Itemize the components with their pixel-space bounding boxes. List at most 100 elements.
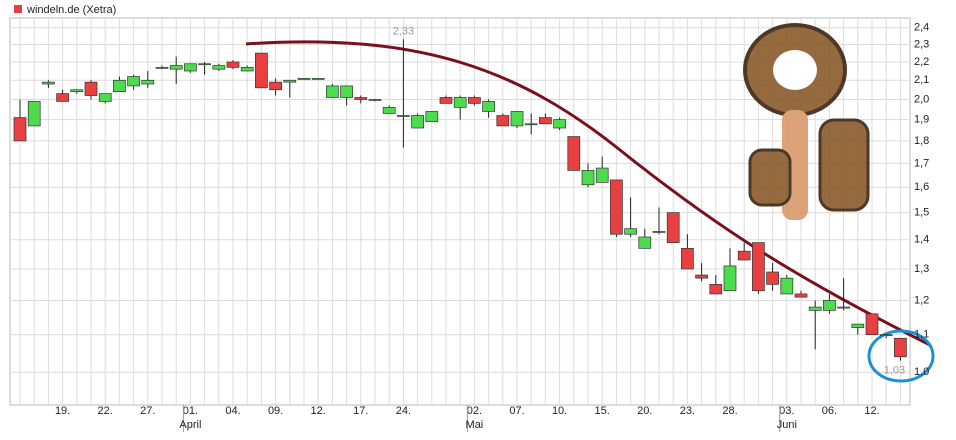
candle-body [581, 170, 595, 186]
candle-body [425, 111, 439, 123]
y-tick-label: 1,5 [914, 207, 929, 219]
illustration [743, 23, 870, 220]
y-tick-label: 1,0 [914, 366, 929, 378]
y-tick-label: 1,9 [914, 114, 929, 126]
x-tick-label: 20. [637, 405, 652, 417]
y-tick-label: 2,4 [914, 22, 929, 34]
candle-body [510, 111, 524, 127]
candle-body [709, 284, 723, 295]
x-tick-label: 03. [779, 405, 794, 417]
candle-body [155, 67, 169, 69]
chart-title: windeln.de (Xetra) [26, 4, 116, 16]
candle-body [482, 101, 495, 112]
month-label: April [179, 419, 201, 431]
x-tick-label: 27. [140, 405, 155, 417]
candle-body [624, 228, 637, 235]
x-tick-label: 01. [183, 405, 198, 417]
y-tick-label: 1,6 [914, 181, 929, 193]
y-tick-label: 2,3 [914, 38, 929, 50]
candle-body [808, 306, 822, 311]
candle-body [84, 81, 98, 96]
candle-body [127, 76, 140, 87]
candle-body [737, 250, 751, 261]
candle-body [411, 115, 424, 129]
x-tick-label: 07. [509, 405, 524, 417]
candle-body [113, 79, 126, 93]
candle-body [382, 107, 396, 114]
candle-body [496, 115, 510, 127]
candle-body [198, 63, 211, 66]
candle-body [453, 97, 467, 108]
candle-body [283, 79, 297, 83]
candle-body [297, 78, 311, 80]
candle-body [638, 236, 652, 249]
x-tick-label: 22. [98, 405, 113, 417]
candle-body [98, 93, 112, 102]
y-tick-label: 1,2 [914, 294, 929, 306]
y-tick-label: 1,1 [914, 329, 929, 341]
candle-body [595, 167, 609, 183]
y-tick-label: 2,2 [914, 56, 929, 68]
candle-body [766, 271, 779, 285]
x-tick-label: 12. [864, 405, 879, 417]
candle-body [823, 300, 836, 311]
candle-body [184, 63, 197, 72]
y-tick-label: 1,4 [914, 234, 929, 246]
y-tick-label: 1,3 [914, 263, 929, 275]
candle-body [468, 97, 481, 104]
candle-body [70, 89, 84, 93]
x-tick-label: 19. [55, 405, 70, 417]
candle-body [539, 117, 552, 125]
candle-body [879, 334, 893, 337]
x-tick-label: 09. [268, 405, 283, 417]
x-tick-label: 04. [225, 405, 240, 417]
candle-body [524, 123, 538, 126]
x-tick-label: 17. [353, 405, 368, 417]
trend-line [245, 40, 931, 347]
candle-body [326, 85, 339, 98]
candle-body [894, 337, 907, 358]
candle-body [269, 81, 282, 91]
candle-body [837, 306, 850, 309]
candle-body [652, 231, 666, 233]
candle-body [851, 323, 865, 328]
x-tick-label: 06. [822, 405, 837, 417]
candle-body [794, 293, 808, 298]
candle-body [695, 274, 708, 279]
x-tick-label: 10. [552, 405, 567, 417]
candle-body [311, 78, 325, 80]
candle-body [567, 136, 581, 171]
candle-body [397, 115, 410, 117]
candle-body [169, 65, 183, 70]
max-label: 2,33 [393, 25, 414, 37]
candle-body [240, 67, 254, 72]
x-tick-label: 15. [595, 405, 610, 417]
candle-body [610, 179, 623, 235]
x-tick-label: 24. [396, 405, 411, 417]
candle-body [226, 61, 240, 68]
x-tick-label: 12. [311, 405, 326, 417]
month-label: Mai [466, 419, 484, 431]
x-tick-label: 23. [680, 405, 695, 417]
candle-body [780, 277, 794, 295]
x-tick-label: 02. [467, 405, 482, 417]
candle-body [56, 93, 69, 102]
candle-body [13, 117, 27, 142]
x-tick-label: 28. [722, 405, 737, 417]
candle-body [212, 65, 226, 70]
y-tick-label: 2,1 [914, 74, 929, 86]
candle-body [255, 52, 268, 89]
legend-swatch [14, 5, 22, 13]
candle-body [553, 119, 566, 129]
candle-body [752, 242, 765, 292]
candle-body [723, 265, 737, 292]
candle-body [439, 97, 453, 104]
candle-body [141, 79, 155, 85]
y-tick-label: 2,0 [914, 93, 929, 105]
candle-body [681, 247, 694, 270]
candle-body [368, 99, 382, 101]
highlight-circle [867, 329, 935, 383]
candle-body [666, 212, 680, 243]
y-tick-label: 1,7 [914, 157, 929, 169]
